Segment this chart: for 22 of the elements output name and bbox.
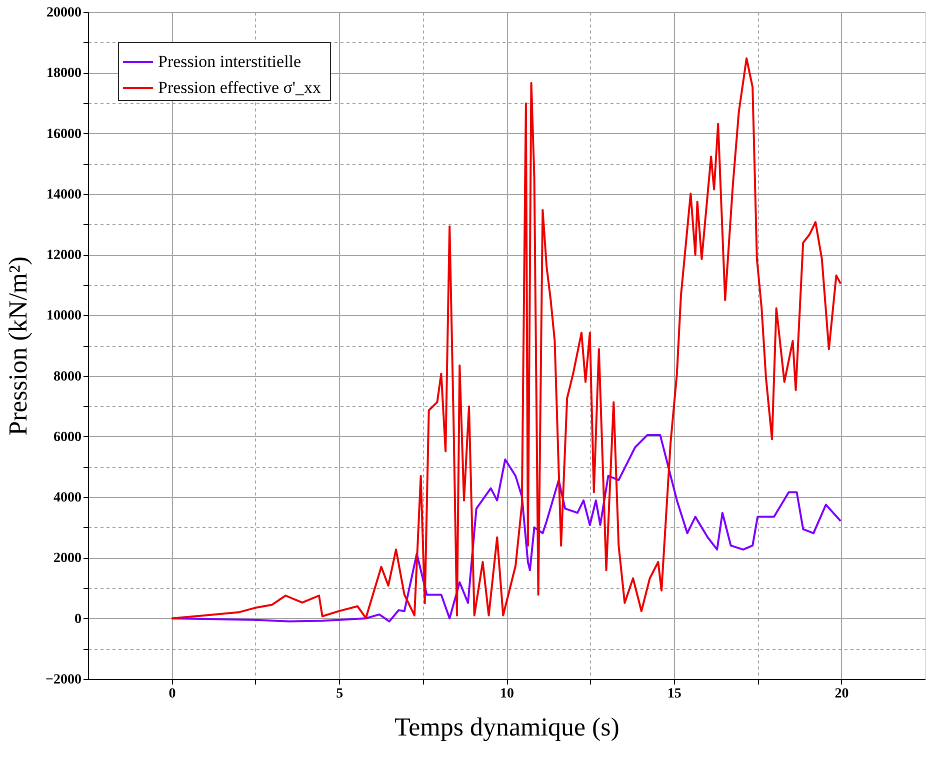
line-series xyxy=(170,434,842,622)
y-tick-label: 14000 xyxy=(46,187,82,202)
y-tick-label: 4000 xyxy=(54,490,82,506)
y-tick-label: −2000 xyxy=(46,672,82,688)
y-tick-label: 10000 xyxy=(46,308,82,324)
x-tick-label: 15 xyxy=(667,686,682,702)
y-tick-label: 6000 xyxy=(54,430,82,445)
y-tick-label: 16000 xyxy=(46,126,82,142)
y-tick-label: 0 xyxy=(74,612,82,627)
y-tick-label: 20000 xyxy=(46,6,82,20)
y-tick-label: 12000 xyxy=(46,248,82,264)
x-tick-label: 0 xyxy=(168,686,176,702)
x-tick-label: 20 xyxy=(834,686,849,702)
x-tick-label: 5 xyxy=(336,686,344,702)
legend-label: Pression effective σ'_xx xyxy=(158,78,322,97)
y-axis-title: Pression (kN/m²) xyxy=(4,256,33,436)
y-tick-label: 2000 xyxy=(54,551,82,566)
legend-label: Pression interstitielle xyxy=(158,52,302,71)
x-axis-title: Temps dynamique (s) xyxy=(394,712,620,742)
x-tick-label: 10 xyxy=(500,686,514,702)
y-tick-label: 8000 xyxy=(54,369,82,384)
y-tick-label: 18000 xyxy=(46,66,82,82)
